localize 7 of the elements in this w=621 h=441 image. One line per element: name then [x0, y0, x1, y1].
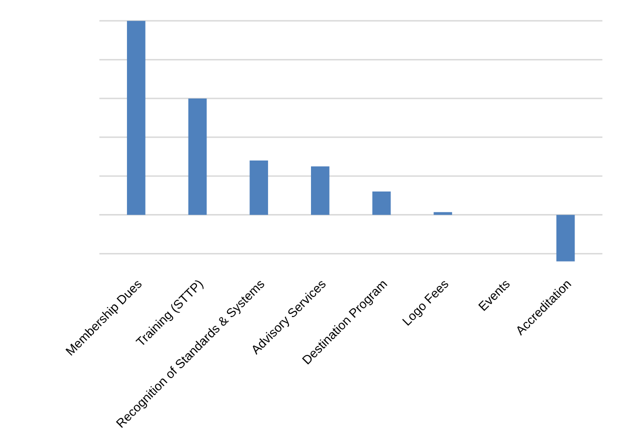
bar: [556, 214, 575, 262]
bar: [126, 20, 146, 215]
bar: [188, 98, 207, 215]
bar: [372, 192, 391, 215]
bar: [310, 166, 330, 215]
bar: [434, 212, 452, 215]
bar: [250, 160, 268, 215]
